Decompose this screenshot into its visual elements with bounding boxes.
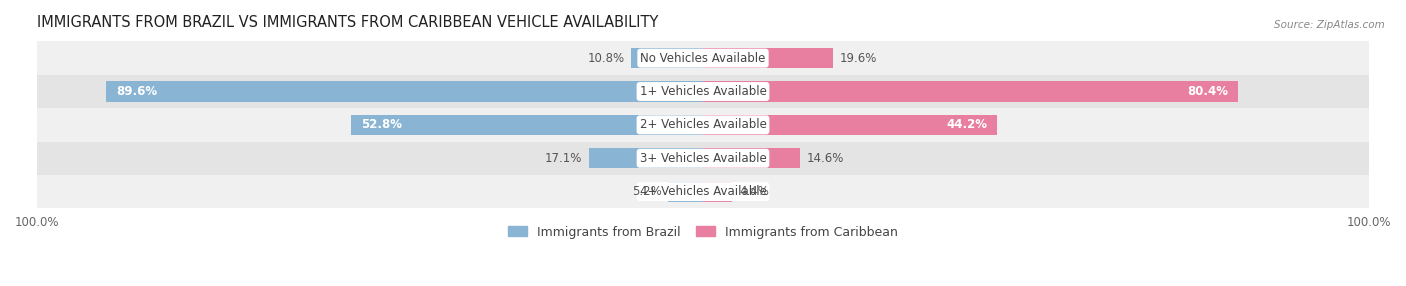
Text: 44.2%: 44.2% xyxy=(946,118,987,131)
Bar xyxy=(589,148,703,168)
Text: 4+ Vehicles Available: 4+ Vehicles Available xyxy=(640,185,766,198)
Bar xyxy=(703,148,800,168)
Text: 52.8%: 52.8% xyxy=(361,118,402,131)
Text: 19.6%: 19.6% xyxy=(841,52,877,65)
Text: 1+ Vehicles Available: 1+ Vehicles Available xyxy=(640,85,766,98)
Bar xyxy=(37,142,1369,175)
Text: 2+ Vehicles Available: 2+ Vehicles Available xyxy=(640,118,766,131)
Legend: Immigrants from Brazil, Immigrants from Caribbean: Immigrants from Brazil, Immigrants from … xyxy=(503,221,903,244)
Text: 89.6%: 89.6% xyxy=(117,85,157,98)
Bar xyxy=(668,182,703,202)
Text: IMMIGRANTS FROM BRAZIL VS IMMIGRANTS FROM CARIBBEAN VEHICLE AVAILABILITY: IMMIGRANTS FROM BRAZIL VS IMMIGRANTS FRO… xyxy=(37,15,658,30)
Bar xyxy=(37,41,1369,75)
Bar xyxy=(703,115,997,135)
Bar xyxy=(703,182,733,202)
Text: 10.8%: 10.8% xyxy=(588,52,624,65)
Bar xyxy=(352,115,703,135)
Bar xyxy=(37,175,1369,208)
Text: No Vehicles Available: No Vehicles Available xyxy=(640,52,766,65)
Text: 5.2%: 5.2% xyxy=(631,185,662,198)
Text: 14.6%: 14.6% xyxy=(807,152,844,165)
Text: 17.1%: 17.1% xyxy=(546,152,582,165)
Text: 3+ Vehicles Available: 3+ Vehicles Available xyxy=(640,152,766,165)
Bar xyxy=(703,82,1239,102)
Bar xyxy=(703,48,834,68)
Bar xyxy=(631,48,703,68)
Text: 80.4%: 80.4% xyxy=(1187,85,1229,98)
Bar xyxy=(107,82,703,102)
Text: 4.4%: 4.4% xyxy=(740,185,769,198)
Text: Source: ZipAtlas.com: Source: ZipAtlas.com xyxy=(1274,20,1385,30)
Bar xyxy=(37,75,1369,108)
Bar xyxy=(37,108,1369,142)
